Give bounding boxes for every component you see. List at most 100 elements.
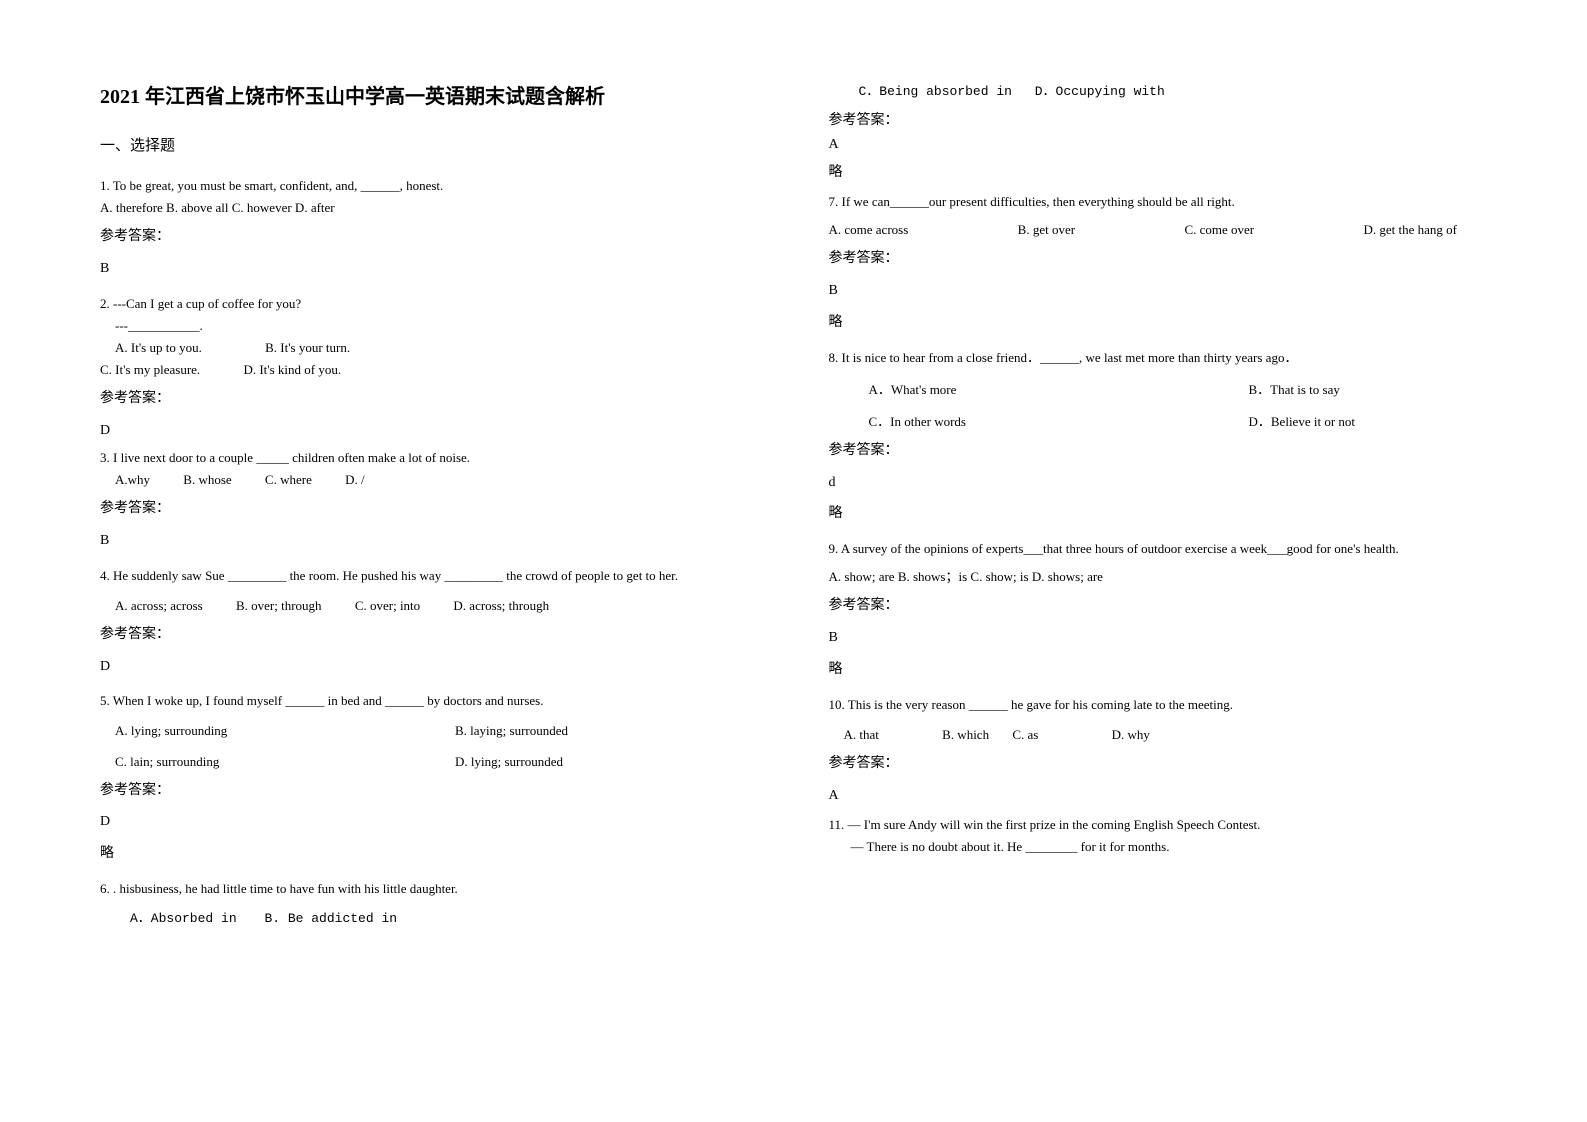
question-11: 11. — I'm sure Andy will win the first p… (829, 814, 1498, 858)
question-options: A. come across B. get over C. come over … (829, 219, 1498, 241)
option-d: D. why (1112, 727, 1150, 742)
option-a: A．What's more (869, 379, 1249, 401)
answer-value: B (829, 626, 1498, 650)
answer-label: 参考答案： (100, 225, 769, 249)
option-a: A.why (115, 472, 150, 487)
question-options: A. therefore B. above all C. however D. … (100, 197, 769, 219)
question-text: 10. This is the very reason ______ he ga… (829, 694, 1498, 716)
left-column: 2021 年江西省上饶市怀玉山中学高一英语期末试题含解析 一、选择题 1. To… (100, 80, 769, 942)
question-options-row2: C. It's my pleasure. D. It's kind of you… (100, 359, 769, 381)
option-c: C. It's my pleasure. (100, 362, 200, 377)
option-c: C．Being absorbed in (859, 84, 1012, 99)
answer-value: A (829, 137, 1498, 153)
option-a: A．Absorbed in (130, 911, 237, 926)
question-options: A. show; are B. shows；is C. show; is D. … (829, 566, 1498, 588)
skip-text: 略 (829, 658, 1498, 682)
answer-value: D (100, 419, 769, 443)
question-options-row2: C．In other words D．Believe it or not (829, 411, 1498, 433)
right-column: C．Being absorbed in D．Occupying with 参考答… (829, 80, 1498, 942)
option-b: B. It's your turn. (265, 340, 350, 355)
option-b: B. which (942, 727, 989, 742)
option-b: B. whose (183, 472, 231, 487)
question-10: 10. This is the very reason ______ he ga… (829, 694, 1498, 808)
option-c: C. as (1012, 727, 1038, 742)
option-d: D. across; through (453, 598, 549, 613)
option-c: C. where (265, 472, 312, 487)
answer-value: A (829, 784, 1498, 808)
skip-text: 略 (100, 842, 769, 866)
question-text-1: 11. — I'm sure Andy will win the first p… (829, 814, 1498, 836)
option-b: B. laying; surrounded (455, 720, 568, 742)
question-text: 8. It is nice to hear from a close frien… (829, 347, 1498, 369)
answer-label: 参考答案： (829, 439, 1498, 463)
question-options: A. that B. which C. as D. why (829, 724, 1498, 746)
option-d: D. lying; surrounded (455, 751, 563, 773)
option-c: C. lain; surrounding (115, 751, 455, 773)
option-b: B. get over (1018, 219, 1075, 241)
answer-label: 参考答案： (100, 387, 769, 411)
option-d: D．Believe it or not (1249, 411, 1356, 433)
question-text: 4. He suddenly saw Sue _________ the roo… (100, 565, 769, 587)
skip-text: 略 (829, 502, 1498, 526)
question-options-row1: A．What's more B．That is to say (829, 379, 1498, 401)
question-9: 9. A survey of the opinions of experts__… (829, 538, 1498, 682)
answer-label: 参考答案： (829, 752, 1498, 776)
option-a: A. It's up to you. (115, 340, 202, 355)
question-text: 9. A survey of the opinions of experts__… (829, 538, 1498, 560)
question-text: 7. If we can______our present difficulti… (829, 191, 1498, 213)
question-7: 7. If we can______our present difficulti… (829, 191, 1498, 335)
answer-value: D (100, 655, 769, 679)
skip-text: 略 (829, 311, 1498, 335)
question-options-row1: A. It's up to you. B. It's your turn. (100, 337, 769, 359)
answer-label: 参考答案： (829, 247, 1498, 271)
option-d: D. get the hang of (1363, 219, 1457, 241)
page-container: 2021 年江西省上饶市怀玉山中学高一英语期末试题含解析 一、选择题 1. To… (100, 80, 1497, 942)
question-text: 3. I live next door to a couple _____ ch… (100, 447, 769, 469)
question-6: 6. . hisbusiness, he had little time to … (100, 878, 769, 930)
answer-label: 参考答案： (100, 779, 769, 803)
answer-label: 参考答案： (829, 109, 1498, 129)
option-d: D. It's kind of you. (243, 362, 341, 377)
question-5: 5. When I woke up, I found myself ______… (100, 690, 769, 866)
option-b: B. over; through (236, 598, 322, 613)
option-b: B．That is to say (1249, 379, 1340, 401)
answer-label: 参考答案： (100, 623, 769, 647)
question-text-2: ---___________. (100, 315, 769, 337)
answer-value: B (829, 279, 1498, 303)
question-options: A. across; across B. over; through C. ov… (100, 595, 769, 617)
option-c: C. over; into (355, 598, 420, 613)
answer-value: D (100, 810, 769, 834)
document-title: 2021 年江西省上饶市怀玉山中学高一英语期末试题含解析 (100, 80, 769, 109)
option-a: A. lying; surrounding (115, 720, 455, 742)
answer-value: B (100, 529, 769, 553)
answer-label: 参考答案： (829, 594, 1498, 618)
question-6-options-row2: C．Being absorbed in D．Occupying with (829, 80, 1498, 99)
question-4: 4. He suddenly saw Sue _________ the roo… (100, 565, 769, 679)
option-a: A. across; across (115, 598, 203, 613)
question-text: 6. . hisbusiness, he had little time to … (100, 878, 769, 900)
option-d: D．Occupying with (1035, 84, 1165, 99)
option-a: A. come across (829, 219, 909, 241)
question-8: 8. It is nice to hear from a close frien… (829, 347, 1498, 527)
option-b: B. Be addicted in (264, 911, 397, 926)
question-text-2: — There is no doubt about it. He _______… (829, 836, 1498, 858)
skip-text: 略 (829, 161, 1498, 181)
option-c: C. come over (1184, 219, 1254, 241)
question-text: 5. When I woke up, I found myself ______… (100, 690, 769, 712)
question-text: 1. To be great, you must be smart, confi… (100, 175, 769, 197)
question-1: 1. To be great, you must be smart, confi… (100, 175, 769, 281)
question-options-row1: A. lying; surrounding B. laying; surroun… (100, 720, 769, 742)
option-c: C．In other words (869, 411, 1249, 433)
option-d: D. / (345, 472, 365, 487)
option-a: A. that (844, 727, 879, 742)
answer-value: d (829, 471, 1498, 495)
answer-label: 参考答案： (100, 497, 769, 521)
question-text: 2. ---Can I get a cup of coffee for you? (100, 293, 769, 315)
answer-value: B (100, 257, 769, 281)
question-options-row1: A．Absorbed in B. Be addicted in (100, 908, 769, 930)
question-3: 3. I live next door to a couple _____ ch… (100, 447, 769, 553)
question-options-row2: C. lain; surrounding D. lying; surrounde… (100, 751, 769, 773)
question-2: 2. ---Can I get a cup of coffee for you?… (100, 293, 769, 443)
section-heading: 一、选择题 (100, 134, 769, 155)
question-options: A.why B. whose C. where D. / (100, 469, 769, 491)
